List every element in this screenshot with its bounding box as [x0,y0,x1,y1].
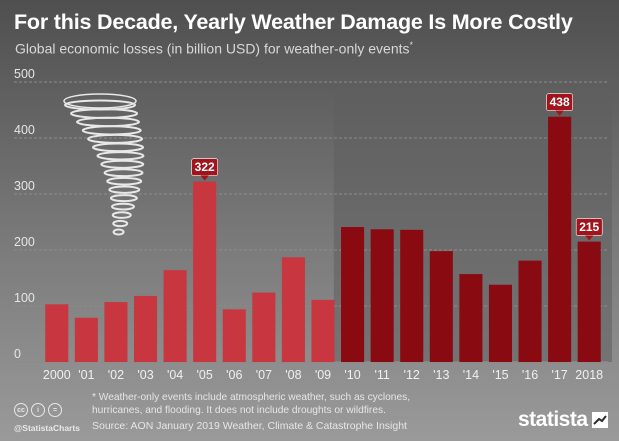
license-icons: cc i = [14,403,62,417]
bar [459,274,483,362]
data-label: 322 [191,158,218,181]
x-tick-label: '14 [463,368,479,382]
bars [45,116,601,362]
tornado-ring [112,228,125,236]
x-tick-label: '12 [404,368,420,382]
x-tick-label: '11 [374,368,389,382]
tornado-ring [103,168,144,178]
tornado-ring [96,151,145,161]
bar [400,229,424,362]
bar [370,229,394,362]
svg-text:438: 438 [550,95,570,109]
bar [104,302,128,362]
bar [429,251,453,362]
statista-logo[interactable]: statista [518,408,608,432]
bar [488,284,513,362]
tornado-top [63,93,137,109]
x-tick-label: '05 [197,368,213,382]
tornado-ring [92,142,145,153]
tornado-ring [112,219,129,228]
y-tick-label: 200 [14,235,35,249]
bar [518,260,542,362]
tornado-icon [63,93,145,236]
x-tick-label: '08 [285,368,301,382]
bar [311,299,335,362]
footnote: * Weather-only events include atmospheri… [92,392,411,416]
chart-title: For this Decade, Yearly Weather Damage I… [14,10,573,34]
tornado-ring [111,211,132,219]
data-label: 438 [546,93,573,116]
tornado-ring [106,176,143,186]
tornado-ring [100,159,145,169]
bar [222,309,246,362]
data-label: 215 [575,218,603,241]
tornado-ring [109,194,138,203]
equals-icon: = [48,403,62,417]
svg-text:322: 322 [195,160,215,174]
svg-text:215: 215 [579,220,599,234]
x-tick-label: '03 [137,368,153,382]
x-tick-label: '07 [256,368,272,382]
logo-text: statista [518,408,588,431]
y-tick-label: 300 [14,179,35,193]
x-tick-label: '06 [226,368,242,382]
y-tick-label: 400 [14,123,35,137]
bar [577,241,601,362]
bar [193,181,217,362]
subtitle-asterisk: * [409,40,414,50]
x-tick-label: '10 [344,368,360,382]
tornado-ring [87,133,144,144]
x-tick-label: '01 [78,368,94,382]
tornado-ring [108,185,141,194]
x-tick-label: '13 [433,368,449,382]
bar [548,116,572,362]
data-labels: 322 438 215 [191,93,603,241]
tornado-ring [81,125,142,136]
cc-icon: cc [14,403,28,417]
bar [74,317,98,362]
bar [341,227,365,362]
subtitle-text: Global economic losses (in billion USD) … [15,40,410,57]
x-tick-label: '17 [551,368,567,382]
x-axis-labels: 2000 '01 '02 '03 '04 '05 '06 '07 '08 '09 '10 '11 '12… [43,368,603,382]
x-tick-label: 2018 [575,368,603,382]
bar [133,295,158,362]
tornado-ring [76,116,141,128]
y-tick-label: 100 [14,291,35,305]
bar [281,257,305,362]
x-tick-label: 2000 [43,368,71,382]
x-tick-label: '02 [108,368,124,382]
y-tick-label: 500 [14,67,35,81]
tornado-ring [111,202,136,211]
x-tick-label: '09 [315,368,331,382]
logo-mark-icon [591,412,608,428]
x-tick-label: '16 [522,368,538,382]
chart-subtitle: Global economic losses (in billion USD) … [15,40,413,57]
person-icon: i [31,403,45,417]
bar [252,292,276,362]
source-note: Source: AON January 2019 Weather, Climat… [92,420,407,432]
x-tick-label: '15 [492,368,508,382]
bar [163,270,187,362]
bar [45,304,69,362]
y-tick-label: 0 [14,347,21,361]
twitter-handle[interactable]: @StatistaCharts [14,423,80,433]
x-tick-label: '04 [167,368,183,382]
